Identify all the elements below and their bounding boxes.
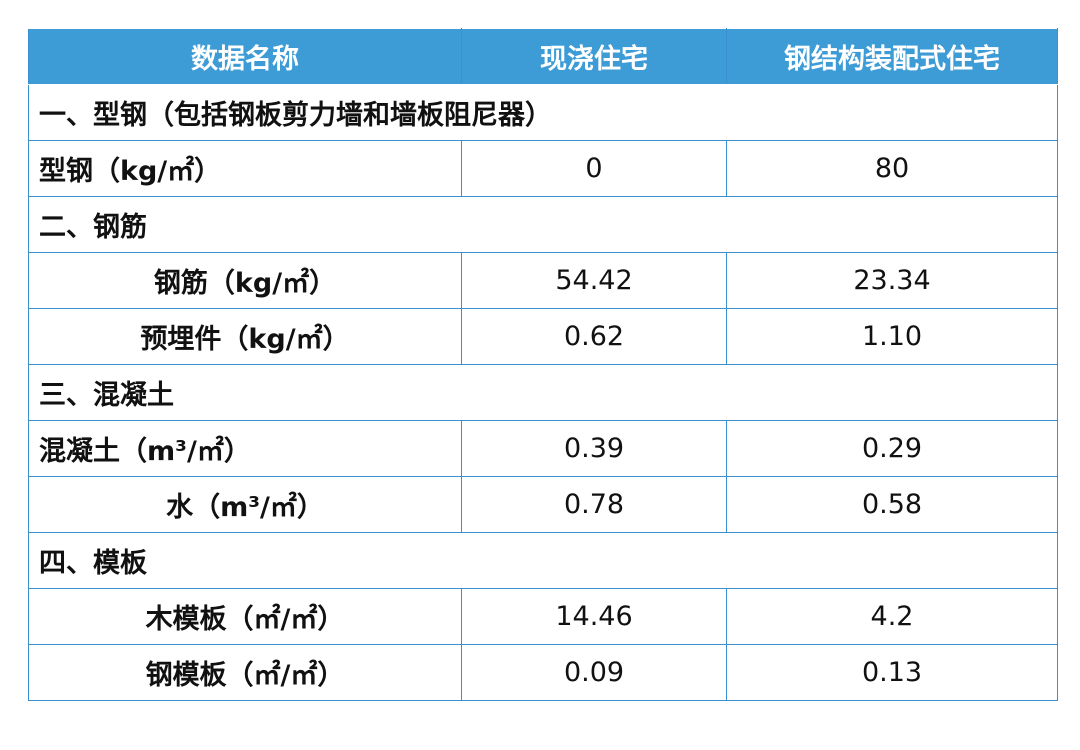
value-cell: 4.2 [726, 588, 1058, 645]
header-cell: 数据名称 [28, 28, 462, 85]
value-cell: 80 [726, 140, 1058, 197]
value-cell: 0.29 [726, 420, 1058, 477]
item-label: 钢模板（㎡/㎡） [28, 644, 462, 701]
data-table: 数据名称 现浇住宅 钢结构装配式住宅 一、型钢（包括钢板剪力墙和墙板阻尼器） 型钢… [28, 28, 1058, 701]
item-label: 型钢（kg/㎡） [28, 140, 462, 197]
section-row: 一、型钢（包括钢板剪力墙和墙板阻尼器） [28, 84, 1058, 141]
value-cell: 14.46 [461, 588, 727, 645]
data-row: 钢筋（kg/㎡） 54.42 23.34 [28, 252, 1058, 309]
item-label: 钢筋（kg/㎡） [28, 252, 462, 309]
data-row: 混凝土（m³/㎡） 0.39 0.29 [28, 420, 1058, 477]
value-cell: 0.13 [726, 644, 1058, 701]
value-cell: 0.62 [461, 308, 727, 365]
item-label: 预埋件（kg/㎡） [28, 308, 462, 365]
section-cell: 四、模板 [28, 532, 1058, 589]
data-row: 钢模板（㎡/㎡） 0.09 0.13 [28, 644, 1058, 701]
data-row: 型钢（kg/㎡） 0 80 [28, 140, 1058, 197]
item-label: 混凝土（m³/㎡） [28, 420, 462, 477]
header-row: 数据名称 现浇住宅 钢结构装配式住宅 [28, 28, 1058, 85]
value-cell: 1.10 [726, 308, 1058, 365]
section-cell: 三、混凝土 [28, 364, 1058, 421]
data-row: 木模板（㎡/㎡） 14.46 4.2 [28, 588, 1058, 645]
value-cell: 54.42 [461, 252, 727, 309]
item-label: 木模板（㎡/㎡） [28, 588, 462, 645]
header-cell: 钢结构装配式住宅 [726, 28, 1058, 85]
section-cell: 二、钢筋 [28, 196, 1058, 253]
header-cell: 现浇住宅 [461, 28, 727, 85]
item-label: 水（m³/㎡） [28, 476, 462, 533]
data-row: 预埋件（kg/㎡） 0.62 1.10 [28, 308, 1058, 365]
section-cell: 一、型钢（包括钢板剪力墙和墙板阻尼器） [28, 84, 1058, 141]
section-row: 四、模板 [28, 532, 1058, 589]
value-cell: 0.09 [461, 644, 727, 701]
value-cell: 0.78 [461, 476, 727, 533]
value-cell: 0.39 [461, 420, 727, 477]
section-row: 三、混凝土 [28, 364, 1058, 421]
value-cell: 0.58 [726, 476, 1058, 533]
table-body: 数据名称 现浇住宅 钢结构装配式住宅 一、型钢（包括钢板剪力墙和墙板阻尼器） 型钢… [28, 28, 1058, 701]
value-cell: 0 [461, 140, 727, 197]
value-cell: 23.34 [726, 252, 1058, 309]
section-row: 二、钢筋 [28, 196, 1058, 253]
data-row: 水（m³/㎡） 0.78 0.58 [28, 476, 1058, 533]
